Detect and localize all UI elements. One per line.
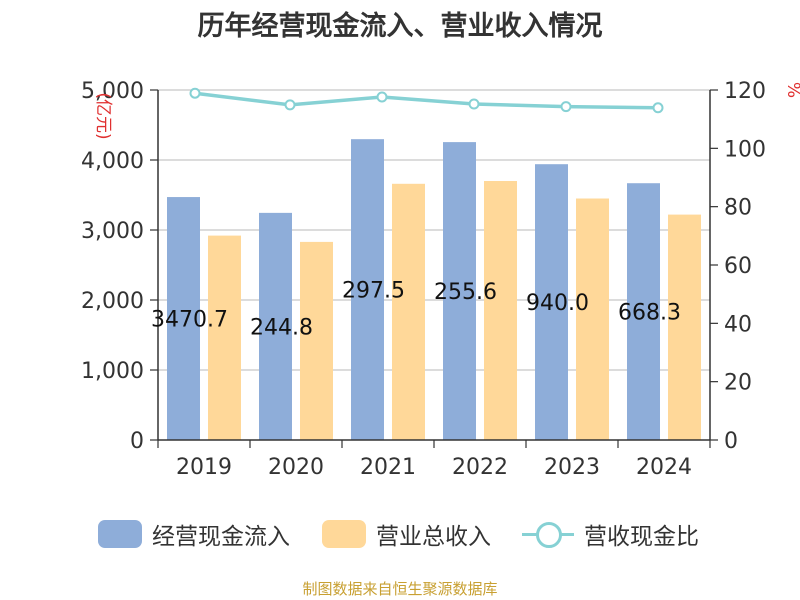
- legend-label-ratio: 营收现金比: [584, 524, 699, 550]
- data-label-cash-inflow: 255.6: [434, 280, 497, 305]
- x-tick-label: 2019: [176, 455, 232, 480]
- y-right-tick-label: 80: [724, 196, 752, 221]
- line-ratio: [194, 91, 659, 110]
- bar-revenue-2019: [208, 235, 241, 440]
- data-label-cash-inflow: 297.5: [342, 279, 405, 304]
- bar-cash-inflow-2019: [167, 197, 200, 440]
- y-right-tick-label: 0: [724, 429, 738, 454]
- x-tick-label: 2024: [636, 455, 692, 480]
- legend-swatch-cash-inflow: [98, 520, 142, 548]
- data-label-cash-inflow: 668.3: [618, 301, 681, 326]
- y-left-tick-label: 5,000: [81, 79, 144, 104]
- bar-revenue-2020: [300, 241, 333, 440]
- data-label-cash-inflow: 3470.7: [151, 308, 228, 333]
- data-label-cash-inflow: 940.0: [526, 291, 589, 316]
- marker-ratio-2019: [189, 87, 201, 99]
- bar-revenue-2023: [576, 198, 609, 440]
- y-left-tick-label: 0: [130, 429, 144, 454]
- legend-item-revenue[interactable]: 营业总收入: [322, 516, 491, 552]
- y-right-tick-label: 20: [724, 371, 752, 396]
- y-right-tick-label: 40: [724, 312, 752, 337]
- bar-cash-inflow-2022: [443, 142, 476, 440]
- chart-title: 历年经营现金流入、营业收入情况: [197, 11, 603, 42]
- legend-swatch-ratio: [522, 520, 574, 548]
- bar-revenue-2021: [392, 183, 425, 441]
- data-label-cash-inflow: 244.8: [250, 315, 313, 340]
- marker-ratio-2022: [468, 98, 480, 110]
- marker-ratio-2024: [652, 102, 664, 114]
- x-tick-label: 2023: [544, 455, 600, 480]
- bar-cash-inflow-2021: [351, 139, 384, 441]
- bar-cash-inflow-2024: [627, 183, 660, 440]
- bar-cash-inflow-2023: [535, 164, 568, 440]
- marker-ratio-2020: [284, 99, 296, 111]
- bar-revenue-2024: [668, 214, 701, 440]
- y-left-tick-label: 3,000: [81, 219, 144, 244]
- legend-label-cash-inflow: 经营现金流入: [152, 524, 290, 550]
- source-note: 制图数据来自恒生聚源数据库: [302, 580, 498, 598]
- y-left-tick-label: 1,000: [81, 359, 144, 384]
- legend-item-cash-inflow[interactable]: 经营现金流入: [98, 516, 290, 552]
- y-right-tick-label: 60: [724, 254, 752, 279]
- legend-swatch-revenue: [322, 520, 366, 548]
- x-tick-label: 2020: [268, 455, 324, 480]
- marker-ratio-2023: [560, 101, 572, 113]
- legend-label-revenue: 营业总收入: [376, 524, 491, 550]
- x-tick-label: 2021: [360, 455, 416, 480]
- x-tick-label: 2022: [452, 455, 508, 480]
- bar-revenue-2022: [484, 181, 517, 440]
- y-right-axis-label: %: [783, 82, 800, 98]
- bar-cash-inflow-2020: [259, 212, 292, 440]
- y-right-tick-label: 100: [724, 137, 766, 162]
- y-left-tick-label: 2,000: [81, 289, 144, 314]
- y-left-axis-label: (亿元): [93, 92, 113, 139]
- marker-ratio-2021: [376, 91, 388, 103]
- y-left-tick-label: 4,000: [81, 149, 144, 174]
- y-right-tick-label: 120: [724, 79, 766, 104]
- legend-item-ratio[interactable]: 营收现金比: [522, 516, 699, 552]
- legend: 经营现金流入 营业总收入 营收现金比: [0, 516, 800, 556]
